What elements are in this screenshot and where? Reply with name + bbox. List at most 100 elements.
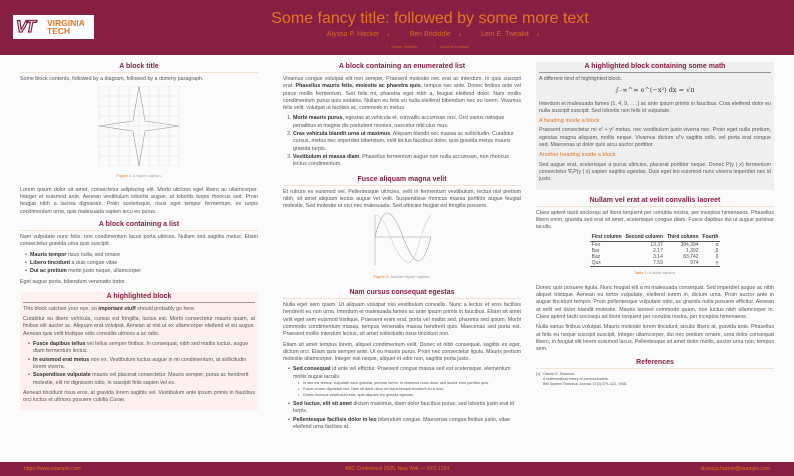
list-item: Sed consequat id ante vel efficitur. Pra…	[288, 366, 521, 398]
poster-header: VT VIRGINIA TECH Some fancy title: followe…	[0, 0, 794, 55]
list-item: Cras vehicula blandit urna ut maximus. A…	[293, 131, 521, 153]
block-title: A highlighted block	[23, 292, 255, 303]
author: Ben Bitdiddle 2	[409, 31, 462, 38]
table-cell: 1,392	[686, 247, 699, 254]
list-item: Morbi mauris purus, egestas at vehicula …	[293, 115, 521, 130]
block-title: A block containing an enumerated list	[283, 62, 521, 73]
paragraph: This block catches your eye, so importan…	[23, 305, 196, 312]
column-header: First column	[589, 234, 624, 242]
block-title: A block containing a list	[20, 220, 258, 232]
list-item: Pellentesque facilisis dolor in leo bibe…	[288, 417, 521, 432]
poster-title: Some fancy title: followed by some more …	[271, 10, 589, 27]
table-cell: γ	[700, 260, 721, 268]
virginia-tech-logo: VT VIRGINIA TECH	[13, 15, 94, 39]
paragraph: Aenean tincidunt risus eros, at gravida …	[23, 389, 255, 404]
table-caption: Table 1: A table caption.	[633, 270, 677, 276]
list-item: Suspendisse vulputate mauris vel placera…	[28, 372, 255, 387]
table-cell: Baz	[591, 254, 601, 261]
figure-caption: Figure 1: A figure caption.	[116, 172, 162, 178]
table-row: Foo 13.37 384,394 α	[590, 241, 721, 248]
paragraph: Some block contents, followed by a diagr…	[20, 76, 204, 82]
paragraph: A different kind of highlighted block.	[539, 76, 623, 82]
table-cell: Bar	[591, 247, 600, 254]
paragraph: Sed augue erat, scelerisque a purus ultr…	[539, 161, 771, 183]
cosine-curve	[374, 215, 432, 263]
paragraph: Etiam sit amet tempus lorem, aliquet con…	[283, 341, 521, 363]
column-left: A block title Some block contents, follo…	[20, 62, 258, 411]
sine-curve	[374, 213, 432, 262]
table-cell: 2.17	[653, 247, 663, 254]
table-row: Bar 2.17 1,392 β	[590, 248, 721, 254]
table-cell: 384,394	[680, 241, 699, 248]
sub-list: In sed est finibus, vulputate nunc gravi…	[298, 381, 521, 398]
institute: 2 Another Institute	[433, 44, 470, 49]
table-cell: 974	[664, 260, 701, 268]
sub-list-item: Fusce ornare dignissim nisi. Nam sit ame…	[298, 387, 521, 392]
paragraph: Donec quis posuere ligula. Nunc feugiat …	[536, 284, 774, 320]
footer-conference: ABC Conference 2025, New York — XYZ-1234	[344, 466, 450, 472]
paragraph: Nam vulputate nunc felis, non condimentu…	[20, 234, 258, 248]
block-title: Fusce aliquam magna velit	[283, 175, 521, 186]
sub-list-item: In sed est finibus, vulputate nunc gravi…	[298, 381, 521, 386]
bullet-list: Sed consequat id ante vel efficitur. Pra…	[288, 366, 521, 432]
table-cell: 3.14	[653, 254, 663, 261]
column-header: Second column	[623, 234, 665, 242]
reference-entry: [1] Claude E. Shannon. A mathematical the…	[536, 372, 628, 387]
author: Alyssa P. Hacker 1	[326, 31, 390, 38]
table-cell: Qux	[589, 260, 624, 268]
paragraph: Et rutrum ex euismod vel. Pellentesque u…	[283, 188, 521, 210]
list-item: Fusce dapibus tellus vel tellus semper f…	[28, 341, 255, 356]
paragraph: Nulla varius finibus volutpat. Mauris mo…	[536, 324, 774, 353]
table-cell: α	[715, 241, 719, 248]
block-subheading: A heading inside a block	[539, 118, 600, 125]
list-item: Libero tincidunt a duis congue vitae	[25, 260, 258, 268]
table-cell: 13.37	[650, 241, 663, 248]
data-table: First column Second column Third column …	[589, 234, 721, 268]
star-diagram	[98, 86, 180, 167]
list-item: Sed luctus, elit sit amet dictum maximus…	[288, 401, 521, 416]
paragraph: Eget augue porta, bibendum venenatis tor…	[20, 278, 127, 285]
column-header: Fourth	[700, 234, 721, 242]
table-cell: 7.59	[623, 260, 665, 268]
enumerated-list: Morbi mauris purus, egestas at vehicula …	[293, 115, 521, 168]
institute: 1 Some Institute	[385, 44, 418, 49]
paragraph: Vivamus congue volutpat elit non semper.…	[283, 76, 522, 112]
table-cell: 83,742	[683, 254, 699, 261]
sub-list-item: Donec rhoncus vestibulum erat, quis aliq…	[298, 393, 521, 398]
footer-url-link[interactable]: https://www.example.com	[24, 466, 81, 472]
column-right: A highlighted block containing some math…	[536, 62, 774, 387]
math-equation: ∫₋∞^∞ e^(−x²) dx = √π	[615, 86, 695, 95]
bullet-list: Fusce dapibus tellus vel tellus semper f…	[28, 341, 255, 387]
math-block: A highlighted block containing some math…	[536, 62, 774, 190]
block-title: References	[536, 358, 774, 370]
institute-list: 1 Some Institute 2 Another Institute	[110, 43, 750, 50]
list-item: Vestibulum et massa diam. Phasellus ferm…	[293, 154, 521, 169]
block-title: Nullam vel erat at velit convallis laore…	[536, 196, 774, 207]
paragraph: Nulla eget sem quam. Ut aliquam volutpat…	[283, 302, 521, 338]
paragraph: Interdum et malesuada fames {1, 4, 9, . …	[539, 100, 771, 114]
block-title: A highlighted block containing some math	[539, 62, 771, 73]
poster-footer: https://www.example.com ABC Conference 2…	[0, 462, 794, 476]
table-cell: δ	[715, 254, 719, 261]
column-middle: A block containing an enumerated list Vi…	[283, 62, 521, 434]
list-item: Dui ac pretium morbi justo neque, ullamc…	[25, 268, 258, 276]
highlighted-block: A highlighted block This block catches y…	[20, 291, 258, 411]
figure-caption: Figure 2: Another figure caption.	[373, 273, 431, 279]
sine-plot	[374, 213, 432, 266]
block-title: Nam cursus consequat egestas	[283, 288, 521, 300]
footer-email-link[interactable]: alyssa.p.hacker@example.com	[700, 466, 770, 472]
author-list: Alyssa P. Hacker 1 Ben Bitdiddle 2 Lem E…	[110, 31, 750, 39]
table-cell: Foo	[591, 241, 601, 248]
paragraph: Praesent consectetur mi x² + y² metus, n…	[539, 127, 771, 149]
bullet-list: Mauris tempor risus nulla, sed ornare Li…	[25, 252, 258, 276]
table-row: Qux 7.59 974 γ	[589, 260, 721, 268]
table-cell: β	[715, 247, 719, 254]
block-title: A block title	[20, 62, 258, 73]
list-item: In euismod erat metus non ex. Vestibulum…	[28, 357, 255, 372]
column-header: Third column	[664, 234, 701, 242]
paragraph: Lorem ipsum dolor sit amet, consectetur …	[20, 186, 258, 215]
block-subheading: Another heading inside a block	[539, 152, 616, 159]
table-row: Baz 3.14 83,742 δ	[590, 254, 721, 260]
paragraph: Class aptent taciti sociosqu ad litora t…	[536, 209, 774, 231]
paragraph: Curabitur eu libero vehicula, cursus est…	[23, 316, 255, 337]
